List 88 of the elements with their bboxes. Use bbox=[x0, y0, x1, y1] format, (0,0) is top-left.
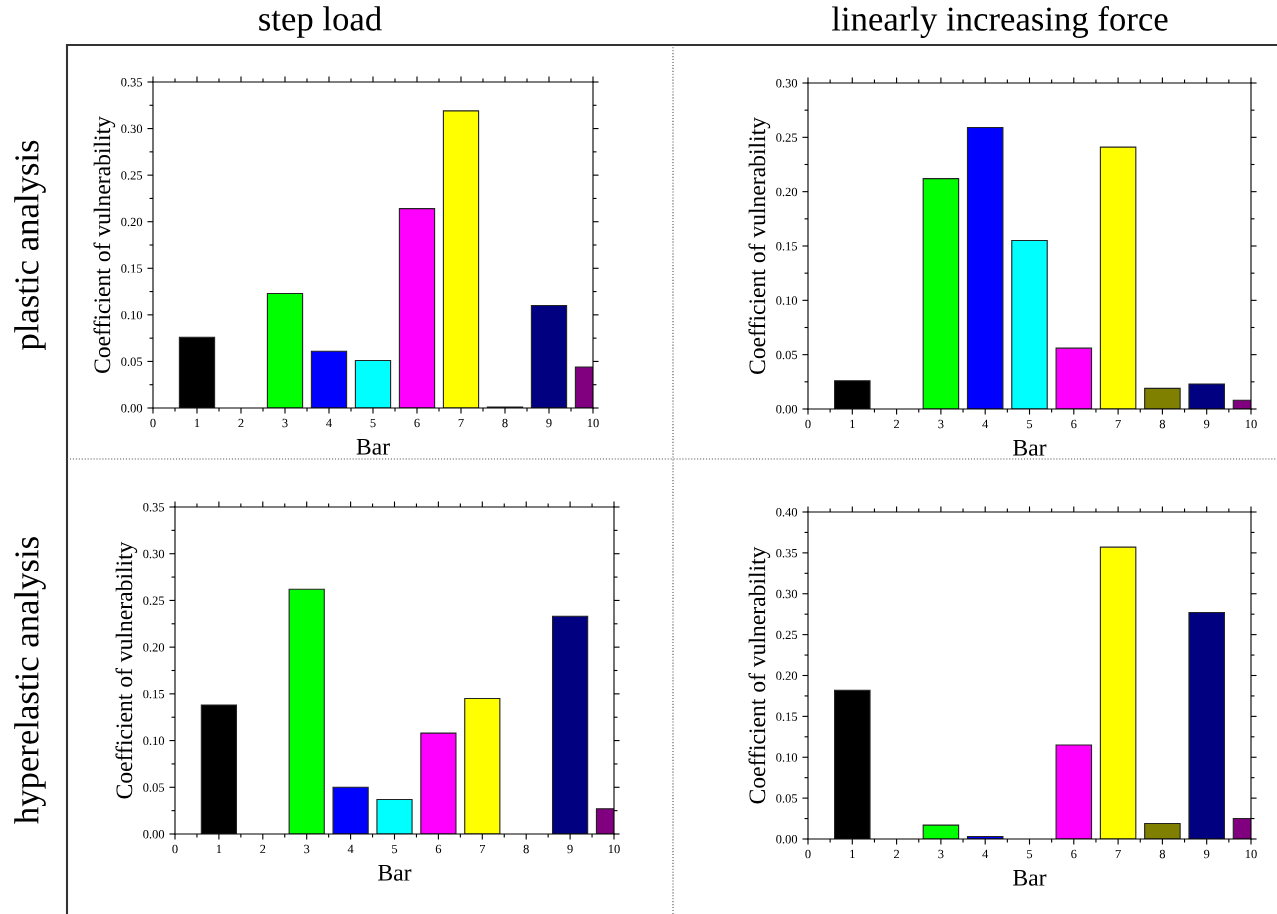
x-tick-label: 9 bbox=[1203, 419, 1210, 429]
y-tick-label: 0.00 bbox=[143, 830, 165, 839]
x-tick-label: 5 bbox=[1027, 849, 1033, 859]
x-tick-label: 6 bbox=[1071, 849, 1077, 859]
y-tick-label: 0.30 bbox=[143, 549, 165, 559]
x-tick-label: 0 bbox=[172, 844, 178, 854]
chart-title: step load bbox=[259, 6, 382, 38]
y-tick-label: 0.30 bbox=[776, 79, 798, 88]
y-tick-label: 0.35 bbox=[143, 503, 165, 512]
y-tick-label: 0.15 bbox=[776, 242, 798, 251]
y-tick-label: 0.15 bbox=[776, 712, 798, 721]
y-tick-label: 0.10 bbox=[143, 736, 165, 746]
y-tick-label: 0.15 bbox=[121, 264, 143, 273]
y-tick-label: 0.15 bbox=[143, 689, 165, 699]
x-tick-label: 10 bbox=[1245, 419, 1257, 429]
x-tick-label: 7 bbox=[480, 844, 486, 854]
x-tick-label: 5 bbox=[392, 844, 398, 854]
x-tick-label: 1 bbox=[216, 844, 222, 854]
x-axis-title: Bar bbox=[378, 865, 412, 881]
y-tick-label: 0.30 bbox=[776, 589, 798, 599]
y-tick-label: 0.20 bbox=[143, 643, 165, 652]
x-tick-label: 3 bbox=[938, 419, 944, 429]
x-tick-label: 2 bbox=[894, 419, 900, 429]
x-tick-label: 6 bbox=[1071, 419, 1077, 429]
x-tick-label: 2 bbox=[238, 418, 244, 428]
x-tick-label: 7 bbox=[458, 418, 464, 428]
y-tick-label: 0.20 bbox=[776, 671, 798, 681]
y-axis-title: Coefficient of vulnerability bbox=[748, 117, 771, 374]
y-axis-title: Coefficient of vulnerability bbox=[93, 116, 116, 373]
x-tick-label: 9 bbox=[567, 844, 573, 854]
y-tick-label: 0.05 bbox=[776, 794, 798, 803]
x-tick-label: 0 bbox=[805, 849, 811, 859]
y-tick-label: 0.05 bbox=[121, 357, 143, 366]
x-tick-label: 10 bbox=[1245, 849, 1257, 859]
x-tick-label: 7 bbox=[1115, 849, 1121, 859]
x-tick-label: 0 bbox=[150, 418, 156, 428]
x-tick-label: 4 bbox=[982, 419, 989, 429]
x-tick-label: 6 bbox=[414, 418, 420, 428]
y-tick-label: 0.05 bbox=[143, 783, 165, 792]
y-axis-title: Coefficient of vulnerability bbox=[115, 541, 138, 799]
x-axis-title: Bar bbox=[1013, 440, 1047, 456]
y-tick-label: 0.25 bbox=[143, 596, 165, 605]
x-tick-label: 3 bbox=[938, 849, 944, 859]
y-tick-label: 0.00 bbox=[776, 835, 798, 844]
x-tick-label: 8 bbox=[523, 844, 529, 854]
y-tick-label: 0.00 bbox=[776, 405, 798, 414]
y-tick-label: 0.30 bbox=[121, 124, 143, 134]
y-tick-label: 0.25 bbox=[121, 171, 143, 180]
x-tick-label: 4 bbox=[347, 844, 354, 854]
x-tick-label: 3 bbox=[304, 844, 310, 854]
x-tick-label: 5 bbox=[370, 418, 376, 428]
x-tick-label: 7 bbox=[1115, 419, 1121, 429]
y-tick-label: 0.10 bbox=[776, 753, 798, 762]
x-tick-label: 5 bbox=[1027, 419, 1033, 429]
x-tick-label: 1 bbox=[850, 849, 855, 859]
y-tick-label: 0.25 bbox=[776, 630, 798, 640]
y-axis-title: Coefficient of vulnerability bbox=[748, 546, 771, 804]
x-tick-label: 8 bbox=[1159, 419, 1166, 429]
y-tick-label: 0.10 bbox=[121, 310, 143, 320]
x-axis-title: Bar bbox=[1013, 870, 1047, 886]
x-tick-label: 4 bbox=[982, 849, 989, 859]
y-tick-label: 0.25 bbox=[776, 133, 798, 142]
y-tick-label: 0.40 bbox=[776, 508, 798, 517]
x-tick-label: 2 bbox=[260, 844, 266, 854]
y-tick-label: 0.00 bbox=[121, 404, 143, 413]
x-tick-label: 8 bbox=[1159, 849, 1166, 859]
y-tick-label: 0.20 bbox=[776, 187, 798, 197]
y-tick-label: 0.35 bbox=[121, 78, 143, 87]
chart-title: linearly increasing force bbox=[831, 6, 1168, 38]
x-tick-label: 0 bbox=[805, 419, 811, 429]
x-tick-label: 3 bbox=[282, 418, 288, 428]
y-tick-label: 0.20 bbox=[121, 217, 143, 227]
text: hyperelastic analysis bbox=[14, 537, 46, 824]
x-tick-label: 8 bbox=[502, 418, 508, 428]
x-tick-label: 10 bbox=[608, 844, 620, 854]
x-tick-label: 6 bbox=[435, 844, 442, 854]
x-tick-label: 1 bbox=[850, 419, 855, 429]
x-tick-label: 1 bbox=[194, 418, 200, 428]
y-tick-label: 0.35 bbox=[776, 548, 798, 558]
y-tick-label: 0.10 bbox=[776, 296, 798, 305]
y-tick-label: 0.05 bbox=[776, 350, 798, 360]
x-tick-label: 10 bbox=[587, 418, 599, 428]
x-tick-label: 2 bbox=[894, 849, 900, 859]
text: plastic analysis bbox=[14, 140, 46, 351]
x-tick-label: 9 bbox=[1203, 849, 1210, 859]
x-tick-label: 9 bbox=[546, 418, 552, 428]
x-axis-title: Bar bbox=[356, 439, 390, 455]
x-tick-label: 4 bbox=[326, 418, 332, 428]
